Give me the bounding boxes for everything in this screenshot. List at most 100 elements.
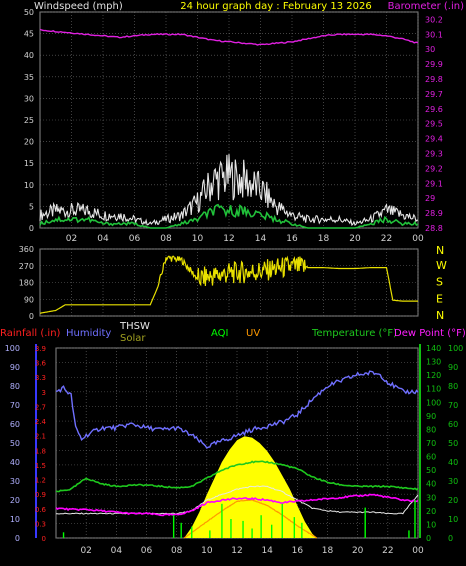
x-tick-label: 16: [292, 546, 304, 556]
x-tick-label: 12: [223, 234, 234, 244]
compass-label: E: [436, 292, 443, 305]
wind-tick-label: 50: [24, 8, 34, 17]
temperature-line: [55, 460, 419, 493]
barometer-tick-label: 28.8: [425, 224, 443, 233]
direction-tick-label: 270: [19, 262, 34, 271]
x-tick-label: 10: [201, 546, 213, 556]
x-tick-label: 18: [318, 234, 330, 244]
humidity-tick-label: 100: [5, 344, 20, 353]
humidity-tick-label: 10: [10, 515, 20, 524]
barometer-tick-label: 30: [425, 45, 435, 54]
x-tick-label: 02: [66, 234, 77, 244]
aqi-tick-label: 60: [448, 420, 458, 429]
rainfall-tick-label: 2.1: [35, 433, 46, 441]
x-tick-label: 20: [352, 546, 364, 556]
barometer-tick-label: 29.8: [425, 75, 443, 84]
legend-rainfall: Rainfall (.in): [0, 328, 61, 339]
x-tick-label: 06: [141, 546, 153, 556]
rainfall-tick-label: 0.3: [35, 520, 46, 528]
legend-temperature: Temperature (°F): [311, 328, 397, 339]
humidity-tick-label: 30: [10, 477, 20, 486]
wind-tick-label: 30: [24, 94, 34, 103]
barometer-line: [39, 28, 419, 46]
humidity-tick-label: 90: [10, 363, 20, 372]
x-tick-label: 12: [231, 546, 242, 556]
rainfall-tick-label: 3.6: [35, 360, 47, 368]
barometer-tick-label: 30.1: [425, 30, 443, 39]
rainfall-tick-label: 0.6: [35, 506, 47, 514]
graph-date-title: 24 hour graph day : February 13 2026: [180, 1, 371, 12]
direction-tick-label: 360: [19, 245, 34, 254]
direction-tick-label: 90: [24, 295, 34, 304]
barometer-tick-label: 29.7: [425, 90, 443, 99]
x-tick-label: 00: [412, 546, 424, 556]
x-tick-label: 06: [129, 234, 141, 244]
legend-uv: UV: [246, 328, 260, 339]
temperature-tick-label: 90: [426, 412, 436, 421]
wind-tick-label: 0: [29, 224, 34, 233]
humidity-tick-label: 70: [10, 401, 20, 410]
wind-direction-line: [39, 255, 418, 314]
x-tick-label: 16: [286, 234, 298, 244]
solar-area: [184, 436, 317, 538]
x-tick-label: 04: [97, 234, 109, 244]
thsw-line: [55, 485, 419, 515]
x-tick-label: 02: [80, 546, 91, 556]
aqi-tick-label: 70: [448, 401, 458, 410]
temperature-tick-label: 140: [426, 344, 441, 353]
aqi-tick-label: 90: [448, 363, 458, 372]
rainfall-tick-label: 1.8: [35, 447, 46, 455]
barometer-tick-label: 29.3: [425, 150, 443, 159]
rainfall-tick-label: 3.3: [35, 374, 46, 382]
temperature-tick-label: 50: [426, 466, 436, 475]
rainfall-tick-label: 2.4: [35, 418, 47, 426]
wind-tick-label: 40: [24, 51, 34, 60]
dew-point-line: [55, 493, 419, 517]
wind-tick-label: 35: [24, 73, 34, 82]
legend-humidity: Humidity: [66, 328, 111, 339]
temperature-tick-label: 130: [426, 358, 441, 367]
humidity-tick-label: 50: [10, 439, 20, 448]
aqi-tick-label: 0: [448, 534, 453, 543]
aqi-tick-label: 40: [448, 458, 458, 467]
legend-dew-point: Dew Point (°F): [394, 328, 466, 339]
barometer-tick-label: 29.1: [425, 179, 443, 188]
humidity-tick-label: 60: [10, 420, 20, 429]
compass-label: S: [436, 276, 443, 289]
temperature-tick-label: 40: [426, 480, 436, 489]
temperature-tick-label: 70: [426, 439, 436, 448]
aqi-tick-label: 30: [448, 477, 458, 486]
x-tick-label: 00: [412, 234, 424, 244]
wind-gust-line: [39, 154, 419, 227]
rainfall-tick-label: 3: [42, 389, 46, 397]
barometer-tick-label: 30.2: [425, 15, 443, 24]
temperature-tick-label: 30: [426, 493, 436, 502]
humidity-line: [55, 370, 419, 449]
wind-tick-label: 5: [29, 202, 34, 211]
barometer-tick-label: 29.9: [425, 60, 443, 69]
barometer-tick-label: 29.6: [425, 105, 443, 114]
x-tick-label: 14: [261, 546, 273, 556]
x-tick-label: 10: [192, 234, 204, 244]
aqi-tick-label: 10: [448, 515, 458, 524]
x-tick-label: 08: [160, 234, 172, 244]
temperature-tick-label: 10: [426, 520, 436, 529]
barometer-tick-label: 29: [425, 194, 435, 203]
barometer-tick-label: 29.4: [425, 135, 443, 144]
rainfall-tick-label: 1.2: [35, 477, 46, 485]
direction-tick-label: 180: [19, 279, 34, 288]
barometer-tick-label: 29.5: [425, 120, 443, 129]
legend-thsw: THSW: [119, 321, 150, 332]
rainfall-tick-label: 0: [42, 535, 46, 543]
wind-barometer-panel: 02 04 06 08 10 12 14 16 18 20 22 000510152025303540…: [24, 8, 443, 244]
x-tick-label: 04: [111, 546, 123, 556]
direction-tick-label: 0: [29, 312, 34, 321]
temperature-tick-label: 60: [426, 453, 436, 462]
wind-tick-label: 45: [24, 30, 34, 39]
rainfall-tick-label: 1.5: [35, 462, 46, 470]
rainfall-tick-label: 3.9: [35, 345, 46, 353]
temperature-humidity-panel: 02 04 06 08 10 12 14 16 18 20 22 0000.30.60.91.21.5…: [5, 344, 463, 556]
temperature-tick-label: 120: [426, 371, 441, 380]
wind-tick-label: 20: [24, 138, 34, 147]
barometer-tick-label: 29.2: [425, 164, 443, 173]
